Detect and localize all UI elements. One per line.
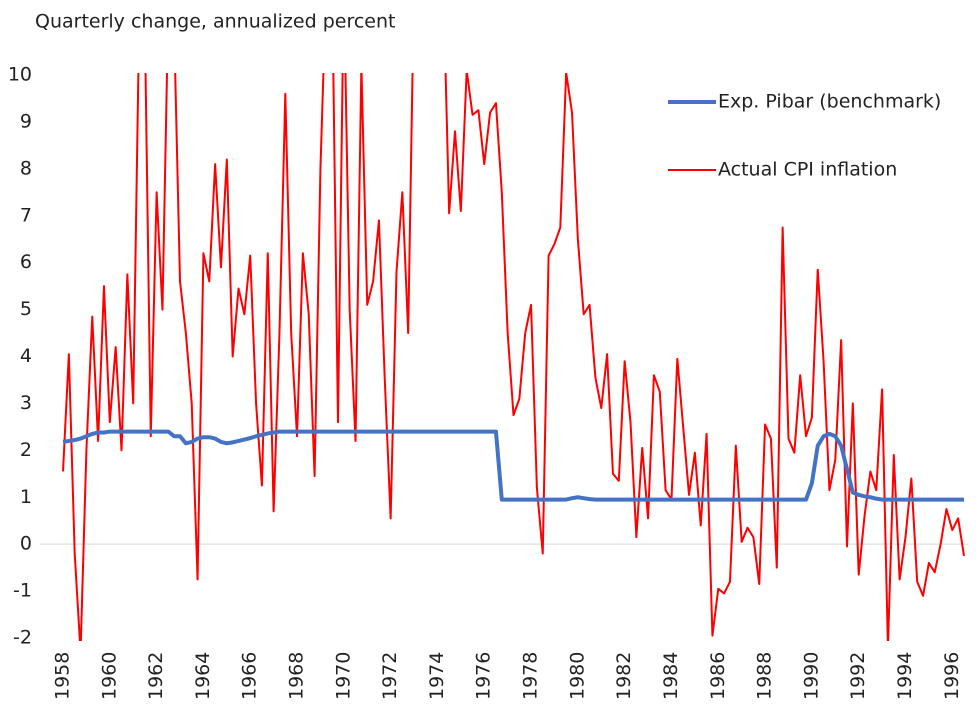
x-tick-label: 1994: [894, 652, 916, 700]
x-tick-label: 1958: [52, 652, 74, 700]
series-line: [62, 73, 965, 641]
y-tick-label: 10: [8, 64, 32, 86]
y-tick-label: 3: [20, 392, 32, 414]
y-tick-label: 4: [20, 345, 32, 367]
plot-area: [62, 73, 965, 641]
y-tick-label: -1: [13, 580, 32, 602]
y-tick-label: 0: [20, 533, 32, 555]
y-tick-label: 9: [20, 110, 32, 132]
x-tick-label: 1996: [941, 652, 963, 700]
x-tick-label: 1992: [847, 652, 869, 700]
x-tick-label: 1984: [660, 652, 682, 700]
series-line: [62, 429, 964, 502]
x-tick-label: 1986: [707, 652, 729, 700]
legend-label: Actual CPI inflation: [718, 159, 897, 181]
x-tick-label: 1976: [473, 652, 495, 700]
chart-title: Quarterly change, annualized percent: [35, 11, 395, 33]
x-tick-label: 1962: [145, 652, 167, 700]
x-tick-label: 1978: [520, 652, 542, 700]
legend-label: Exp. Pibar (benchmark): [718, 91, 941, 113]
x-tick-label: 1988: [754, 652, 776, 700]
x-tick-label: 1964: [192, 652, 214, 700]
y-tick-label: 6: [20, 251, 32, 273]
y-tick-label: 5: [20, 298, 32, 320]
x-tick-label: 1960: [98, 652, 120, 700]
y-tick-label: -2: [13, 627, 32, 649]
x-tick-label: 1980: [566, 652, 588, 700]
x-tick-label: 1972: [379, 652, 401, 700]
x-tick-label: 1990: [800, 652, 822, 700]
x-tick-label: 1968: [286, 652, 308, 700]
x-tick-label: 1966: [239, 652, 261, 700]
x-tick-label: 1970: [332, 652, 354, 700]
x-tick-label: 1974: [426, 652, 448, 700]
x-tick-label: 1982: [613, 652, 635, 700]
y-tick-label: 1: [20, 486, 32, 508]
y-tick-label: 8: [20, 157, 32, 179]
y-tick-label: 2: [20, 439, 32, 461]
y-tick-label: 7: [20, 204, 32, 226]
